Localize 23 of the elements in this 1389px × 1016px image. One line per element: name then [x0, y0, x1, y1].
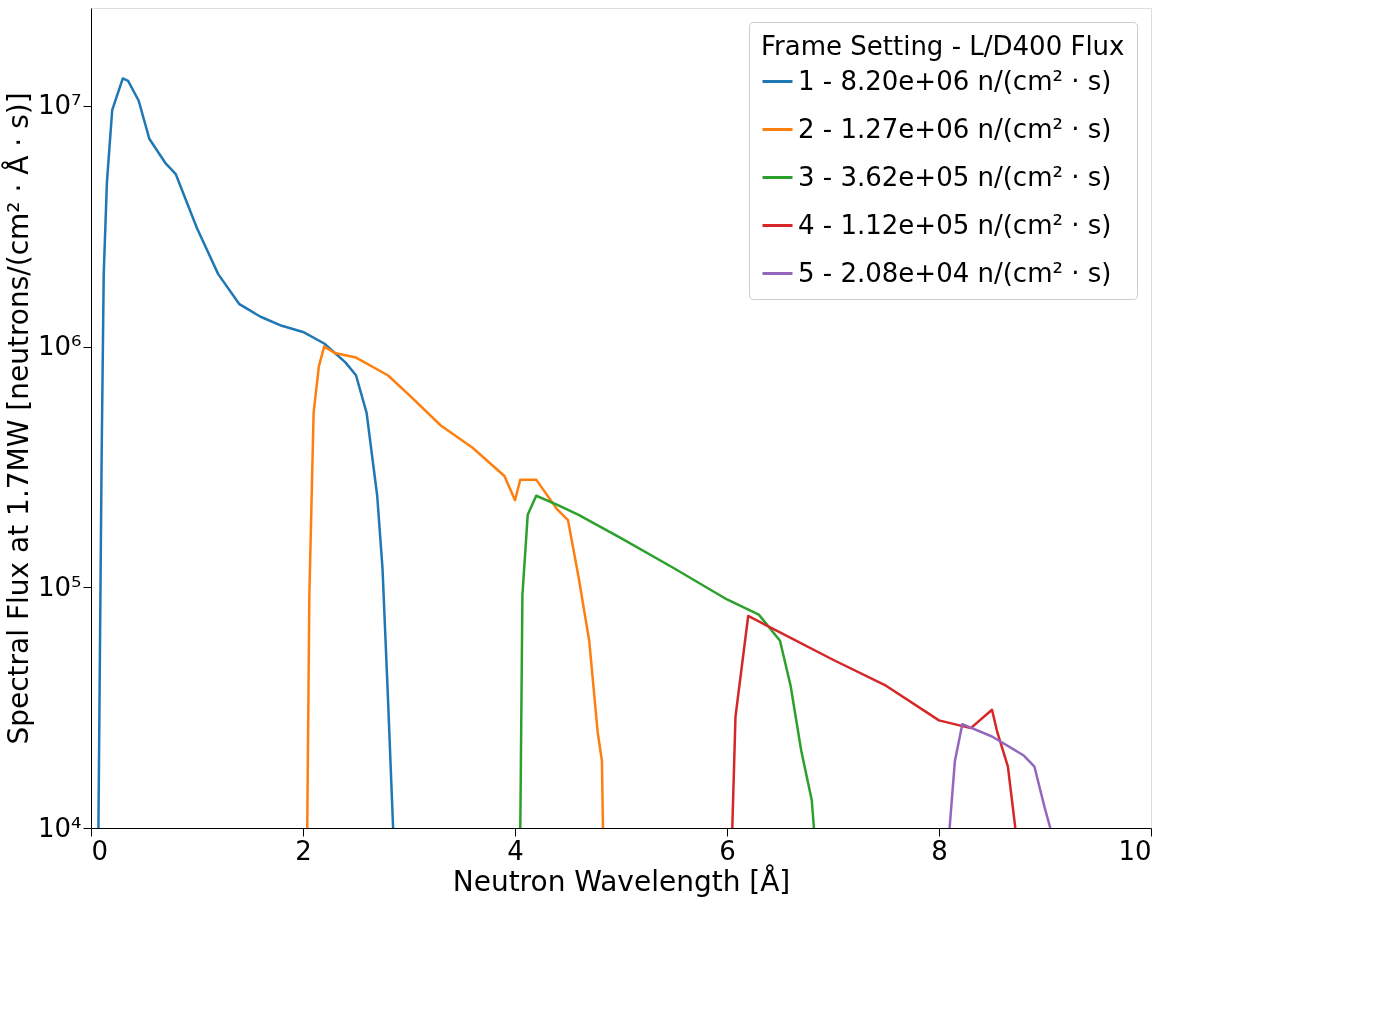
legend-label: 2 - 1.27e+06 n/(cm² · s)	[798, 113, 1112, 144]
legend-label: 3 - 3.62e+05 n/(cm² · s)	[798, 161, 1112, 192]
line-series	[97, 77, 395, 828]
legend-label: 4 - 1.12e+05 n/(cm² · s)	[798, 209, 1112, 240]
x-tick-label: 0	[91, 835, 109, 866]
y-tick-label: 10⁷	[37, 90, 82, 121]
x-tick-label: 4	[507, 835, 524, 866]
x-tick-label: 8	[931, 835, 948, 866]
legend-label: 1 - 8.20e+06 n/(cm² · s)	[798, 65, 1112, 96]
y-tick-label: 10⁶	[37, 331, 82, 362]
x-axis-title: Neutron Wavelength [Å]	[452, 863, 791, 898]
line-series	[731, 614, 1017, 828]
y-tick-label: 10⁴	[37, 812, 82, 843]
x-tick-label: 6	[719, 835, 736, 866]
x-tick-label: 10	[1118, 835, 1152, 866]
legend-label: 5 - 2.08e+04 n/(cm² · s)	[798, 257, 1112, 288]
y-axis-title: Spectral Flux at 1.7MW [neutrons/(cm² · Å · s)]	[0, 92, 35, 745]
legend-title: Frame Setting - L/D400 Flux	[761, 31, 1125, 61]
y-tick-label: 10⁵	[37, 571, 82, 602]
line-series	[519, 494, 816, 828]
x-tick-label: 2	[295, 835, 312, 866]
line-series	[948, 722, 1052, 828]
line-series	[305, 345, 605, 828]
